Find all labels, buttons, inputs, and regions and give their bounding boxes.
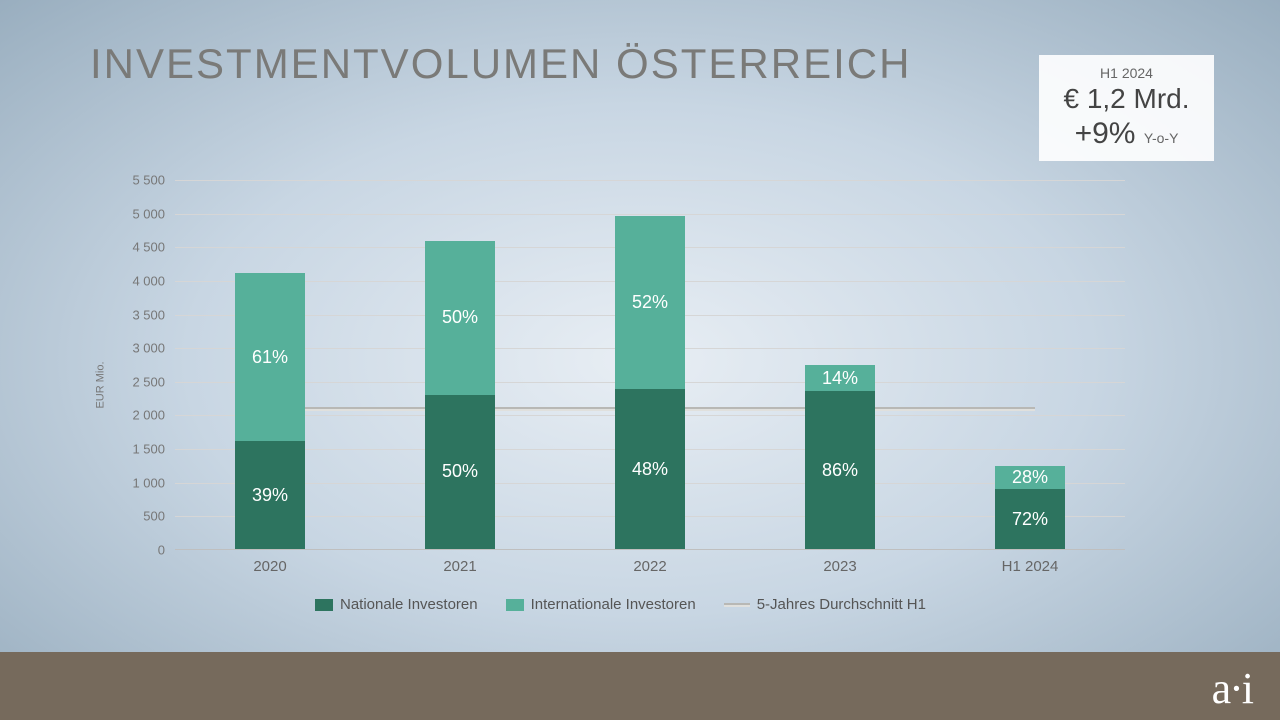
x-axis-label: H1 2024 <box>1002 558 1059 575</box>
swatch-internationale-icon <box>506 599 524 611</box>
bar-segment-internationale: 52% <box>615 216 685 389</box>
bar-segment-nationale: 86% <box>805 391 875 549</box>
x-axis-label: 2020 <box>253 558 286 575</box>
bar-segment-nationale: 72% <box>995 489 1065 549</box>
x-axis-label: 2021 <box>443 558 476 575</box>
footer-bar: a·i <box>0 652 1280 720</box>
grid-line <box>175 180 1125 181</box>
bar-group: 52%48% <box>615 216 685 549</box>
bar-segment-nationale: 48% <box>615 389 685 549</box>
y-tick-label: 4 000 <box>115 273 165 288</box>
bar-group: 50%50% <box>425 241 495 549</box>
y-tick-label: 1 000 <box>115 475 165 490</box>
swatch-reference-line-icon <box>724 603 750 607</box>
summary-infobox: H1 2024 € 1,2 Mrd. +9% Y-o-Y <box>1039 55 1214 161</box>
y-tick-label: 4 500 <box>115 240 165 255</box>
y-tick-label: 500 <box>115 509 165 524</box>
legend-item-nationale: Nationale Investoren <box>315 596 478 613</box>
bar-segment-internationale: 14% <box>805 365 875 391</box>
bar-group: 28%72% <box>995 466 1065 549</box>
bar-segment-nationale: 39% <box>235 441 305 549</box>
y-tick-label: 2 500 <box>115 374 165 389</box>
brand-logo: a·i <box>1212 663 1252 714</box>
legend-label-reference: 5-Jahres Durchschnitt H1 <box>757 596 926 613</box>
infobox-yoy-label: Y-o-Y <box>1144 130 1179 146</box>
x-axis-label: 2023 <box>823 558 856 575</box>
swatch-nationale-icon <box>315 599 333 611</box>
bar-group: 61%39% <box>235 273 305 549</box>
infobox-period-label: H1 2024 <box>1047 65 1206 81</box>
bar-chart: EUR Mio. 05001 0001 5002 0002 5003 0003 … <box>95 180 1155 590</box>
infobox-delta: +9% <box>1075 117 1136 150</box>
bar-segment-internationale: 61% <box>235 273 305 441</box>
page-title: INVESTMENTVOLUMEN ÖSTERREICH <box>90 40 911 88</box>
bar-segment-internationale: 50% <box>425 241 495 395</box>
y-tick-label: 1 500 <box>115 442 165 457</box>
x-axis-label: 2022 <box>633 558 666 575</box>
y-tick-label: 0 <box>115 543 165 558</box>
y-tick-label: 5 500 <box>115 173 165 188</box>
plot-area: 05001 0001 5002 0002 5003 0003 5004 0004… <box>175 180 1125 550</box>
y-tick-label: 5 000 <box>115 206 165 221</box>
bar-group: 14%86% <box>805 365 875 549</box>
grid-line <box>175 214 1125 215</box>
legend-label-nationale: Nationale Investoren <box>340 596 478 613</box>
bar-segment-nationale: 50% <box>425 395 495 549</box>
y-tick-label: 2 000 <box>115 408 165 423</box>
legend-item-internationale: Internationale Investoren <box>506 596 696 613</box>
y-tick-label: 3 000 <box>115 341 165 356</box>
bar-segment-internationale: 28% <box>995 466 1065 489</box>
legend-item-reference: 5-Jahres Durchschnitt H1 <box>724 596 926 613</box>
legend-label-internationale: Internationale Investoren <box>531 596 696 613</box>
infobox-amount: € 1,2 Mrd. <box>1047 83 1206 115</box>
y-axis-label: EUR Mio. <box>95 361 107 408</box>
legend: Nationale Investoren Internationale Inve… <box>315 596 926 613</box>
y-tick-label: 3 500 <box>115 307 165 322</box>
